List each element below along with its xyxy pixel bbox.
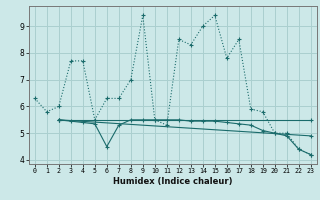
X-axis label: Humidex (Indice chaleur): Humidex (Indice chaleur) <box>113 177 233 186</box>
